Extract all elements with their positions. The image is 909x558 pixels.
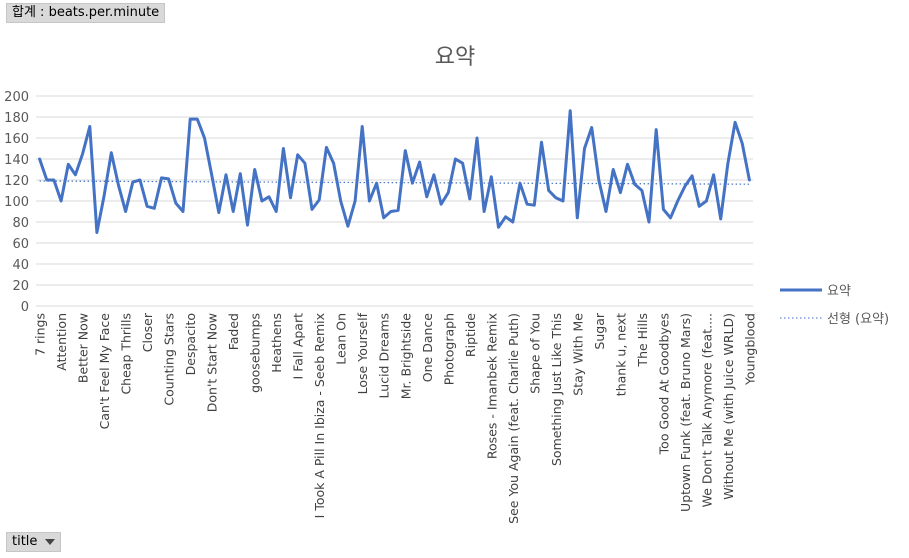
x-tick-label: Heathens	[269, 313, 284, 373]
series-line	[38, 109, 751, 234]
legend-label-trendline: 선형 (요약)	[827, 312, 889, 327]
x-tick-label: Lose Yourself	[355, 312, 370, 394]
y-tick-label: 200	[4, 90, 29, 105]
x-tick-label: goosebumps	[248, 313, 263, 393]
x-tick-label: Photograph	[441, 313, 456, 385]
y-tick-label: 40	[12, 258, 29, 273]
y-tick-label: 180	[4, 111, 29, 126]
x-tick-label: Shape of You	[527, 313, 542, 394]
x-tick-label: Lean On	[334, 313, 349, 365]
legend-label-series: 요약	[827, 284, 851, 299]
x-tick-label: I Took A Pill In Ibiza - Seeb Remix	[312, 313, 327, 518]
x-tick-label: Faded	[226, 313, 241, 350]
x-tick-label: Uptown Funk (feat. Bruno Mars)	[678, 313, 693, 512]
x-tick-label: Mr. Brightside	[398, 313, 413, 400]
x-tick-label: thank u, next	[613, 313, 628, 396]
x-tick-label: Roses - Imanbek Remix	[484, 313, 499, 459]
x-tick-label: One Dance	[420, 313, 435, 383]
x-tick-label: We Don't Talk Anymore (feat....	[699, 313, 714, 507]
y-tick-label: 20	[12, 279, 29, 294]
y-tick-label: 0	[21, 300, 29, 315]
pivot-value-field-label: 합계 : beats.per.minute	[12, 5, 160, 20]
x-tick-label: See You Again (feat. Charlie Puth)	[506, 313, 521, 524]
series-layer	[38, 109, 751, 234]
pivot-axis-field-label: title	[12, 534, 38, 549]
x-tick-label: Without Me (with Juice WRLD)	[721, 313, 736, 500]
x-tick-label: Attention	[54, 313, 69, 371]
x-tick-label: Don't Start Now	[205, 313, 220, 412]
x-tick-label: The Hills	[635, 313, 650, 368]
y-tick-label: 100	[4, 195, 29, 210]
x-tick-label: Youngblood	[742, 313, 757, 386]
x-tick-label: Cheap Thrills	[119, 313, 134, 395]
x-tick-label: Closer	[140, 312, 155, 352]
x-tick-label: I Fall Apart	[291, 313, 306, 380]
x-tick-label: Sugar	[592, 312, 607, 349]
x-tick-label: 7 rings	[33, 313, 48, 356]
chevron-down-icon	[45, 538, 56, 545]
x-tick-label: Can't Feel My Face	[97, 313, 112, 430]
x-tick-label: Lucid Dreams	[377, 313, 392, 398]
y-tick-label: 80	[12, 216, 29, 231]
x-tick-label: Something Just Like This	[549, 313, 564, 466]
x-tick-label: Better Now	[76, 313, 91, 383]
y-tick-label: 120	[4, 174, 29, 189]
y-tick-label: 140	[4, 153, 29, 168]
y-tick-label: 160	[4, 132, 29, 147]
x-tick-label: Riptide	[463, 313, 478, 357]
trendline	[39, 180, 750, 185]
x-axis-ticks: 7 rings Attention Better Now Can't Feel My …	[33, 312, 758, 524]
x-tick-label: Counting Stars	[162, 313, 177, 406]
x-tick-label: Too Good At Goodbyes	[656, 313, 671, 455]
x-tick-label: Despacito	[183, 313, 198, 375]
legend: 요약 선형 (요약)	[780, 284, 889, 327]
y-axis-ticks: 0 20 40 60 80 100 120 140 160 180 200	[4, 90, 29, 315]
x-tick-label: Stay With Me	[570, 313, 585, 396]
pivot-value-field-button[interactable]: 합계 : beats.per.minute	[6, 3, 166, 23]
pivot-axis-field-button[interactable]: title	[6, 532, 62, 552]
chart-title: 요약	[435, 45, 475, 70]
y-tick-label: 60	[12, 237, 29, 252]
